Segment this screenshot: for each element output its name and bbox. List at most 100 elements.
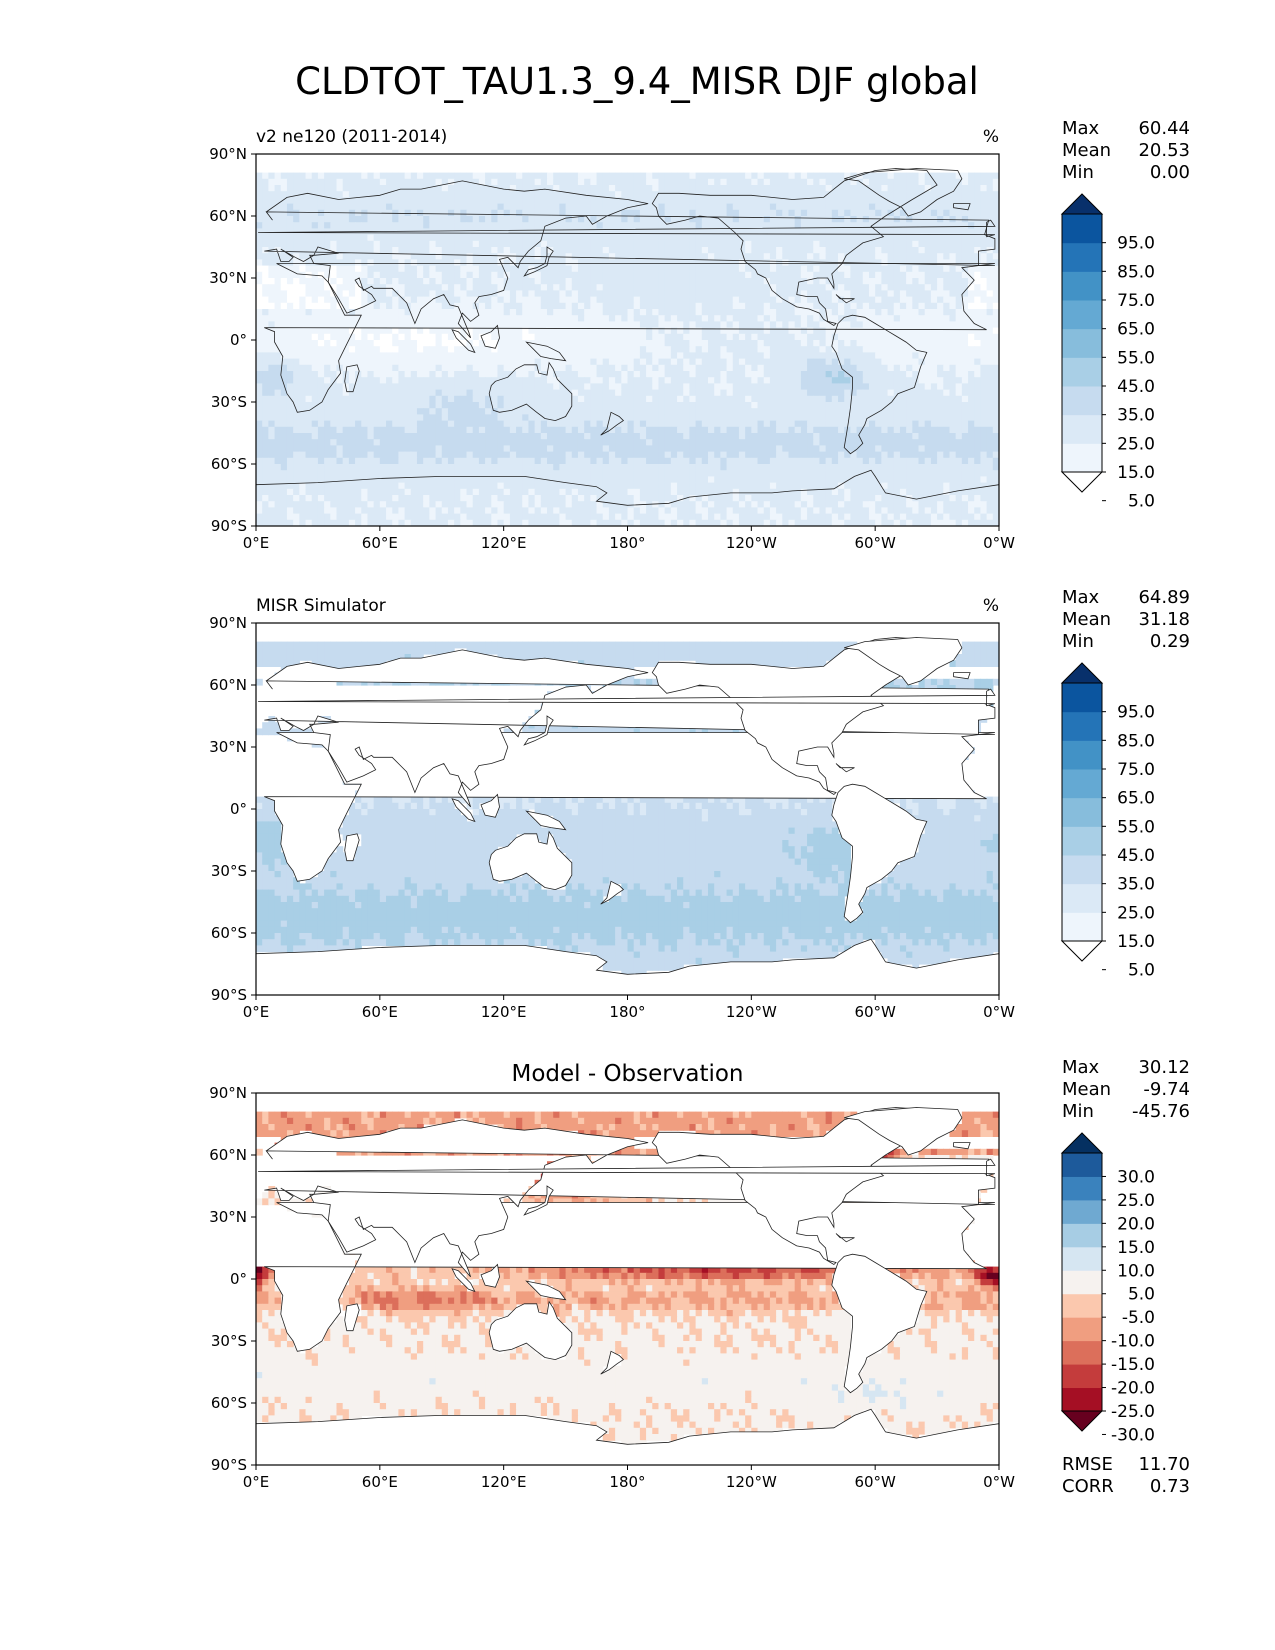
- y-tick-label: 0°: [230, 800, 247, 818]
- coastline-borneo: [480, 793, 500, 818]
- colorbar-segment: [1062, 769, 1102, 799]
- colorbar-label: 85.0: [1117, 731, 1155, 751]
- colorbar-segment: [1062, 214, 1102, 244]
- colorbar-segment: [1062, 1246, 1102, 1271]
- stat-label: Mean: [1062, 609, 1111, 630]
- colorbar: -30.0 -25.0 -20.0 -15.0 -10.0 -5.0 5.0 10.0 15.0…: [1060, 1132, 1155, 1445]
- coastline-borneo: [480, 324, 500, 349]
- y-tick-label: 0°: [230, 1270, 247, 1288]
- coastline-new-guinea: [525, 1280, 567, 1301]
- panel-title: Model - Observation: [511, 1061, 743, 1087]
- y-tick-label: 60°S: [211, 455, 247, 473]
- coastline-sumatra: [451, 1268, 476, 1293]
- colorbar-label: 95.0: [1117, 234, 1155, 254]
- map-field: [256, 154, 999, 526]
- colorbar-label: 85.0: [1117, 262, 1155, 282]
- y-tick-label: 60°S: [211, 924, 247, 942]
- colorbar-label: 95.0: [1117, 703, 1155, 723]
- colorbar-segment: [1062, 1223, 1102, 1248]
- coastline-greenland: [844, 1107, 963, 1156]
- coastline-africa: [264, 263, 995, 413]
- stat-label: Mean: [1062, 140, 1111, 161]
- colorbar-label: -10.0: [1111, 1332, 1155, 1352]
- coastline-antarctica: [256, 469, 999, 526]
- stat-value: -45.76: [1132, 1101, 1190, 1122]
- coastline-new-zealand: [600, 880, 625, 905]
- coastline-caribbean: [835, 1233, 855, 1243]
- y-tick-label: 30°N: [209, 738, 247, 756]
- y-tick-label: 0°: [230, 331, 247, 349]
- stat-label: Min: [1062, 631, 1094, 652]
- coastline-new-zealand: [600, 1350, 625, 1375]
- stat-label: Min: [1062, 162, 1094, 183]
- colorbar-segment: [1062, 386, 1102, 416]
- stat-label: CORR: [1062, 1476, 1114, 1497]
- coastline-new-guinea: [525, 341, 567, 362]
- map-panel-2: 0°E 60°E 120°E 180° 120°W 60°W 0°W 90°N 60°N 30°N…: [209, 587, 1190, 1021]
- coastline-sumatra: [451, 329, 476, 354]
- x-tick-label: 60°E: [362, 534, 398, 552]
- colorbar-segment: [1062, 328, 1102, 358]
- colorbar-label: 5.0: [1128, 961, 1155, 981]
- colorbar-segment: [1062, 912, 1102, 942]
- colorbar-segment: [1062, 855, 1102, 885]
- panel-left-title: MISR Simulator: [256, 596, 386, 616]
- colorbar-extend-min: [1060, 471, 1104, 493]
- x-tick-label: 0°W: [983, 1003, 1015, 1021]
- colorbar-segment: [1062, 1199, 1102, 1224]
- x-tick-label: 180°: [609, 1003, 645, 1021]
- coastline-eurasia: [264, 180, 996, 339]
- colorbar-segment: [1062, 1364, 1102, 1389]
- x-tick-label: 0°W: [983, 534, 1015, 552]
- coastline-australia: [488, 830, 573, 891]
- coastline-iceland: [953, 203, 971, 211]
- stat-value: 60.44: [1138, 118, 1190, 139]
- colorbar-label: 25.0: [1117, 434, 1155, 454]
- coastline-south-america: [831, 783, 928, 924]
- map-panel-1: 0°E 60°E 120°E 180° 120°W 60°W 0°W 90°N 60°N 30°N…: [209, 118, 1190, 552]
- coastline-sumatra: [451, 798, 476, 823]
- colorbar-label: -30.0: [1111, 1425, 1155, 1445]
- panel-units: %: [983, 596, 999, 616]
- colorbar-segment: [1062, 1270, 1102, 1295]
- stat-label: Max: [1062, 587, 1100, 608]
- y-tick-label: 60°N: [209, 207, 247, 225]
- coastline-japan: [523, 715, 554, 746]
- x-tick-label: 120°W: [726, 1473, 777, 1491]
- colorbar-label: 45.0: [1117, 846, 1155, 866]
- stat-label: RMSE: [1062, 1454, 1113, 1475]
- x-tick-label: 180°: [609, 534, 645, 552]
- map-field: [256, 623, 999, 995]
- panels: 0°E 60°E 120°E 180° 120°W 60°W 0°W 90°N 60°N 30°N…: [209, 118, 1190, 1497]
- stat-value: 0.29: [1150, 631, 1190, 652]
- stat-value: 0.73: [1150, 1476, 1190, 1497]
- stat-value: 0.00: [1150, 162, 1190, 183]
- y-tick-label: 30°S: [211, 393, 247, 411]
- y-tick-label: 90°S: [211, 986, 247, 1004]
- coastline-south-america: [831, 314, 928, 455]
- colorbar-label: 75.0: [1117, 760, 1155, 780]
- colorbar-frame: [1061, 1152, 1103, 1412]
- colorbar-segment: [1062, 740, 1102, 770]
- colorbar-label: 35.0: [1117, 406, 1155, 426]
- panel-units: %: [983, 127, 999, 147]
- colorbar-segment: [1062, 300, 1102, 330]
- y-tick-label: 30°N: [209, 269, 247, 287]
- figure-title: CLDTOT_TAU1.3_9.4_MISR DJF global: [295, 60, 979, 103]
- colorbar-frame: [1061, 213, 1103, 473]
- colorbar-label: 10.0: [1117, 1261, 1155, 1281]
- coastline-madagascar: [344, 833, 360, 862]
- coastline-japan: [523, 1185, 554, 1216]
- stat-value: 20.53: [1138, 140, 1190, 161]
- colorbar-segment: [1062, 1317, 1102, 1342]
- colorbar: 5.0 15.0 25.0 35.0 45.0 55.0 65.0 75.0 85.0 95.0: [1060, 193, 1155, 512]
- coastline-australia: [488, 361, 573, 422]
- colorbar-segment: [1062, 1153, 1102, 1177]
- map-field: [256, 1093, 999, 1465]
- x-tick-label: 60°W: [854, 1003, 896, 1021]
- stat-value: -9.74: [1143, 1079, 1190, 1100]
- x-tick-label: 0°E: [243, 1473, 270, 1491]
- colorbar-label: 25.0: [1117, 903, 1155, 923]
- colorbar-label: -25.0: [1111, 1402, 1155, 1422]
- coastline-caribbean: [835, 294, 855, 304]
